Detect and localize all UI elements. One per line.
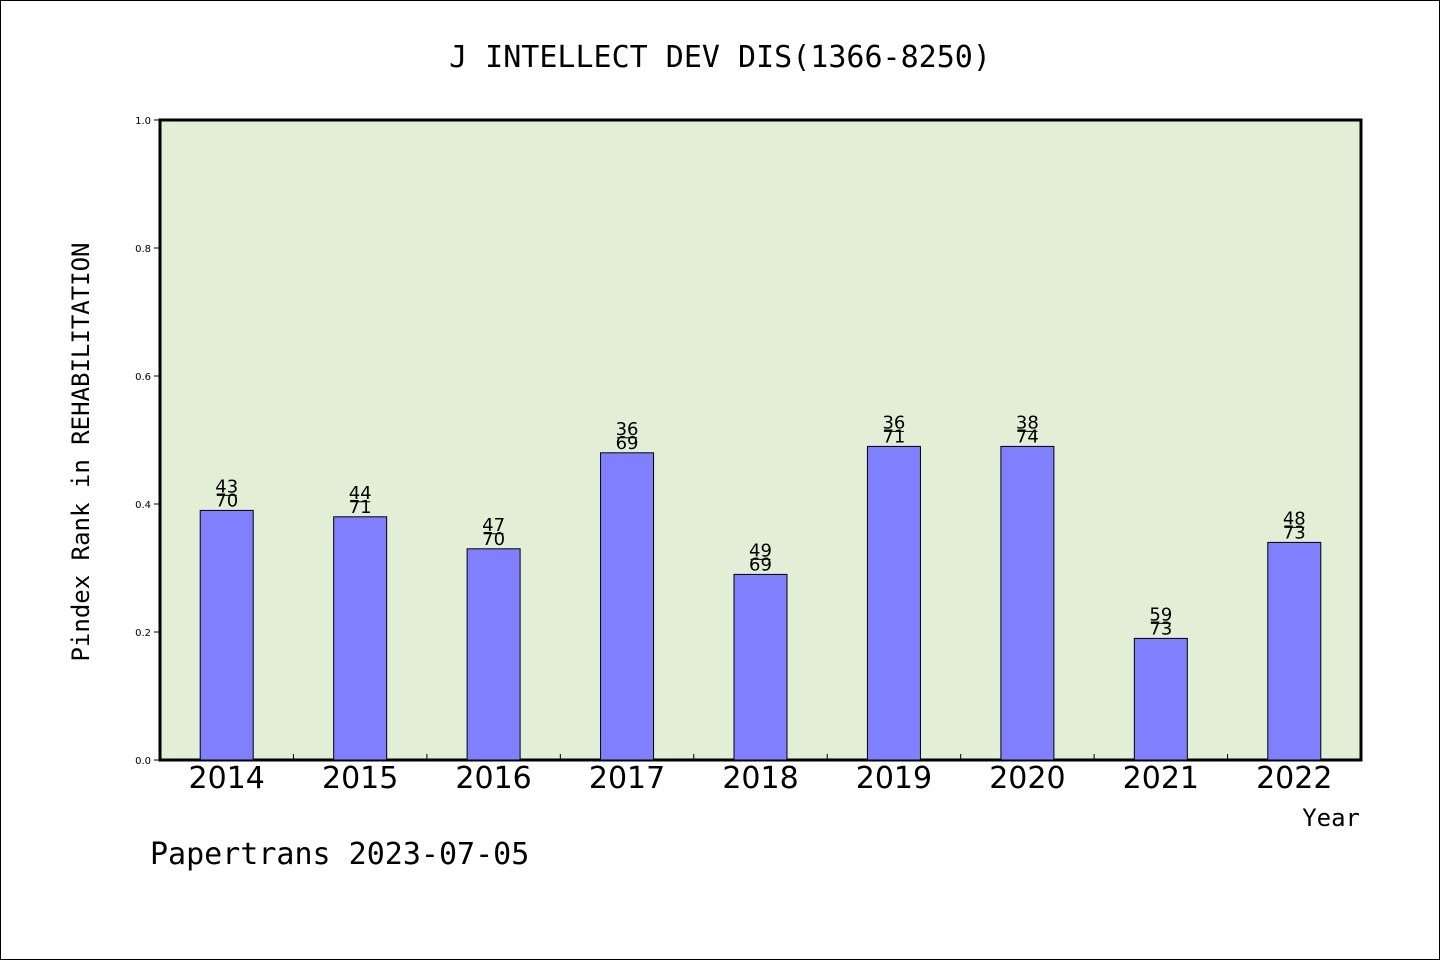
bar-2020 xyxy=(1000,445,1055,761)
x-tick-label: 2020 xyxy=(989,761,1065,796)
x-axis: 2014 2015 2016 2017 2018 2019 2020 2021 2022 xyxy=(189,754,1332,796)
x-tick-label: 2021 xyxy=(1123,761,1199,796)
y-tick-label: 0.4 xyxy=(135,500,151,511)
bar-total-label: 73 xyxy=(1149,618,1172,639)
y-tick-label: 0.2 xyxy=(135,628,151,639)
footer-credit: Papertrans 2023-07-05 xyxy=(150,837,529,872)
y-axis-label: Pindex Rank in REHABILITATION xyxy=(67,242,95,661)
x-tick-label: 2014 xyxy=(189,761,265,796)
bar-rank-label: 36 xyxy=(882,412,905,433)
x-tick-label: 2019 xyxy=(856,761,932,796)
y-tick-label: 0.8 xyxy=(135,244,151,255)
bar-rank-label: 59 xyxy=(1149,604,1172,625)
bar-total-label: 70 xyxy=(482,529,505,550)
bar-total-label: 71 xyxy=(349,497,372,518)
bar-total-label: 73 xyxy=(1283,522,1306,543)
bar-2014 xyxy=(199,509,254,761)
bar-2022 xyxy=(1267,541,1322,761)
bar-total-label: 74 xyxy=(1016,426,1039,447)
bar-rank-label: 49 xyxy=(749,540,772,561)
bar-rank-label: 44 xyxy=(349,483,372,504)
bar-rank-label: 47 xyxy=(482,515,505,536)
x-tick-label: 2022 xyxy=(1256,761,1332,796)
x-axis-label: Year xyxy=(1302,804,1360,832)
bar-2016 xyxy=(466,548,521,761)
x-tick-label: 2015 xyxy=(322,761,398,796)
bar-rank-label: 38 xyxy=(1016,412,1039,433)
y-axis: 0.0 0.2 0.4 0.6 0.8 1.0 xyxy=(135,116,160,767)
y-tick-label: 0.0 xyxy=(135,756,151,767)
bars xyxy=(199,445,1322,761)
bar-2017 xyxy=(600,452,655,761)
x-tick-label: 2018 xyxy=(722,761,798,796)
bar-rank-label: 48 xyxy=(1283,508,1306,529)
bar-2015 xyxy=(333,516,388,761)
x-tick-label: 2017 xyxy=(589,761,665,796)
bar-total-label: 70 xyxy=(215,490,238,511)
bar-total-label: 69 xyxy=(749,554,772,575)
bar-2021 xyxy=(1133,637,1188,761)
bar-rank-label: 43 xyxy=(215,476,238,497)
bar-2018 xyxy=(733,573,788,761)
bar-total-label: 69 xyxy=(616,433,639,454)
bar-total-label: 71 xyxy=(882,426,905,447)
bar-2019 xyxy=(866,445,921,761)
x-tick-label: 2016 xyxy=(455,761,531,796)
y-tick-label: 0.6 xyxy=(135,372,151,383)
chart-title: J INTELLECT DEV DIS(1366-8250) xyxy=(449,40,991,75)
y-tick-label: 1.0 xyxy=(135,116,151,127)
bar-rank-label: 36 xyxy=(616,419,639,440)
